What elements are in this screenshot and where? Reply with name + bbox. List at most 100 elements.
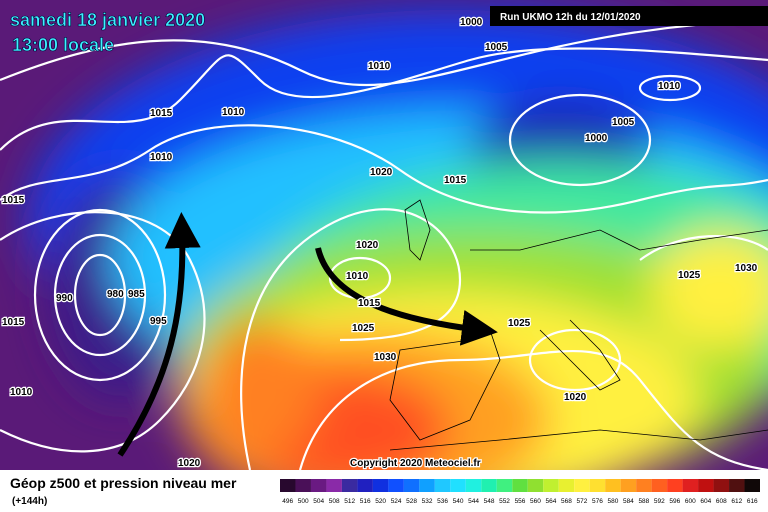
date: samedi 18 janvier 2020 bbox=[10, 10, 205, 30]
isobar-label: 1010 bbox=[222, 107, 245, 118]
isobar-label: 1020 bbox=[564, 392, 587, 403]
isobar-label: 1015 bbox=[358, 298, 381, 309]
lead-time: (+144h) bbox=[12, 496, 47, 507]
scale-swatch bbox=[589, 479, 606, 492]
scale-label: 604 bbox=[700, 498, 711, 505]
isobar-label: 1015 bbox=[2, 317, 25, 328]
scale-label: 612 bbox=[731, 498, 742, 505]
scale-swatch bbox=[310, 479, 327, 492]
scale-swatch bbox=[698, 479, 714, 492]
flow-arrow bbox=[117, 212, 201, 457]
copyright: Copyright 2020 Meteociel.fr bbox=[350, 458, 481, 469]
scale-swatch bbox=[295, 479, 311, 492]
scale-label: 568 bbox=[561, 498, 572, 505]
isobar-label: 1010 bbox=[368, 61, 391, 72]
scale-label: 516 bbox=[360, 498, 371, 505]
scale-label: 528 bbox=[406, 498, 417, 505]
scale-swatch bbox=[372, 479, 389, 492]
scale-label: 560 bbox=[530, 498, 541, 505]
scale-swatch bbox=[388, 479, 404, 492]
isobar-label: 1020 bbox=[178, 458, 201, 469]
scale-label: 608 bbox=[716, 498, 727, 505]
isobar-label: 1025 bbox=[678, 270, 701, 281]
isobar-label: 1005 bbox=[485, 42, 508, 53]
scale-label: 548 bbox=[484, 498, 495, 505]
isobar-label: 1030 bbox=[735, 263, 758, 274]
scale-label: 556 bbox=[515, 498, 526, 505]
isobar-label: 1010 bbox=[346, 271, 369, 282]
scale-swatch bbox=[341, 479, 358, 492]
color-scale: 496 500 504 508 512 516 520 524 528 532 536 540 544 5… bbox=[280, 479, 760, 505]
run-banner bbox=[490, 6, 768, 26]
scale-swatch bbox=[357, 479, 373, 492]
isobar-label: 1015 bbox=[150, 108, 173, 119]
scale-swatch bbox=[512, 479, 528, 492]
isobar-label: 1010 bbox=[658, 81, 681, 92]
scale-swatch bbox=[527, 479, 544, 492]
isobar-label: 1015 bbox=[444, 175, 467, 186]
scale-label: 504 bbox=[313, 498, 324, 505]
isobar-label: 1030 bbox=[374, 352, 397, 363]
scale-swatch bbox=[465, 479, 482, 492]
scale-swatch bbox=[434, 479, 451, 492]
isobar-label: 1000 bbox=[460, 17, 483, 28]
scale-swatch bbox=[574, 479, 590, 492]
scale-label: 500 bbox=[298, 498, 309, 505]
scale-label: 564 bbox=[546, 498, 557, 505]
scale-label: 540 bbox=[453, 498, 464, 505]
scale-swatch bbox=[481, 479, 497, 492]
isobar-label: 995 bbox=[150, 316, 167, 327]
isobar-label: 1005 bbox=[612, 117, 635, 128]
run-info: Run UKMO 12h du 12/01/2020 bbox=[500, 12, 641, 23]
scale-swatch bbox=[651, 479, 668, 492]
scale-label: 552 bbox=[499, 498, 510, 505]
isobar-label: 1025 bbox=[508, 318, 531, 329]
scale-label: 576 bbox=[592, 498, 603, 505]
scale-label: 532 bbox=[422, 498, 433, 505]
isobar-label: 1010 bbox=[10, 387, 33, 398]
scale-label: 592 bbox=[654, 498, 665, 505]
scale-swatch bbox=[450, 479, 466, 492]
scale-swatch bbox=[496, 479, 513, 492]
scale-swatch bbox=[620, 479, 637, 492]
isobar-label: 1020 bbox=[370, 167, 393, 178]
scale-label: 508 bbox=[329, 498, 340, 505]
scale-swatch bbox=[636, 479, 652, 492]
isobars bbox=[0, 18, 768, 470]
scale-swatch bbox=[403, 479, 420, 492]
scale-swatch bbox=[419, 479, 435, 492]
isobar-label: 1025 bbox=[352, 323, 375, 334]
scale-label: 544 bbox=[468, 498, 479, 505]
isobar-label: 1015 bbox=[2, 195, 25, 206]
local-time: 13:00 locale bbox=[12, 35, 114, 55]
scale-label: 616 bbox=[747, 498, 758, 505]
scale-label: 588 bbox=[638, 498, 649, 505]
scale-swatch bbox=[326, 479, 342, 492]
scale-label: 584 bbox=[623, 498, 634, 505]
scale-swatch bbox=[713, 479, 730, 492]
isobar-label: 1010 bbox=[150, 152, 173, 163]
scale-swatch bbox=[558, 479, 575, 492]
scale-swatch bbox=[280, 479, 296, 492]
isobar-label: 985 bbox=[128, 289, 145, 300]
isobar-label: 1020 bbox=[356, 240, 379, 251]
legend-title: Géop z500 et pression niveau mer bbox=[10, 475, 237, 491]
isobar-label: 980 bbox=[107, 289, 124, 300]
flow-arrow bbox=[315, 247, 498, 346]
scale-label: 596 bbox=[669, 498, 680, 505]
coastlines bbox=[389, 199, 768, 451]
scale-label: 520 bbox=[375, 498, 386, 505]
scale-label: 512 bbox=[344, 498, 355, 505]
scale-label: 536 bbox=[437, 498, 448, 505]
scale-swatch bbox=[667, 479, 683, 492]
scale-label: 580 bbox=[607, 498, 618, 505]
scale-label: 496 bbox=[282, 498, 293, 505]
scale-label: 600 bbox=[685, 498, 696, 505]
scale-swatch bbox=[605, 479, 621, 492]
scale-label: 524 bbox=[391, 498, 402, 505]
scale-label: 572 bbox=[577, 498, 588, 505]
scale-swatch bbox=[729, 479, 745, 492]
